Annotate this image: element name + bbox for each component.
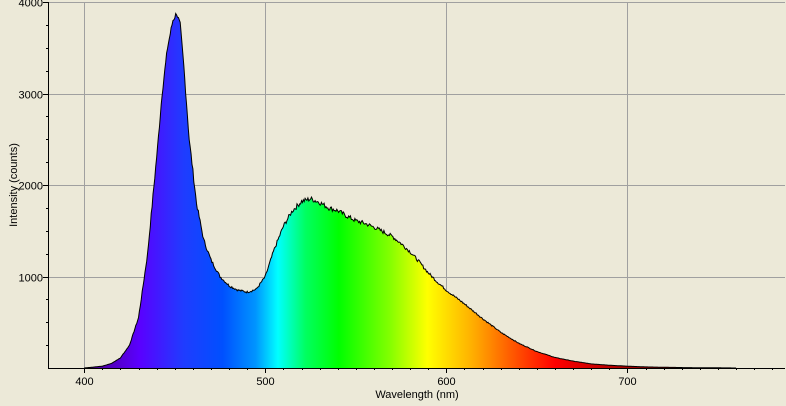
x-tick-label: 500 [256, 376, 274, 388]
spectrum-outline [84, 12, 737, 369]
y-tick-label: 3000 [19, 90, 43, 102]
x-axis-ticks: 400 500 600 700 [75, 368, 773, 388]
x-tick-label: 600 [437, 376, 455, 388]
x-axis-title: Wavelength (nm) [375, 389, 458, 401]
y-tick-label: 2000 [19, 181, 43, 193]
y-axis-title: Intensity (counts) [8, 143, 20, 227]
y-axis-ticks: 1000 2000 3000 4000 [19, 0, 48, 346]
spectrum-area [84, 13, 737, 368]
y-tick-label: 4000 [19, 0, 43, 10]
x-tick-label: 400 [75, 376, 93, 388]
y-tick-label: 1000 [19, 273, 43, 285]
x-tick-label: 700 [618, 376, 636, 388]
axes [48, 2, 785, 369]
